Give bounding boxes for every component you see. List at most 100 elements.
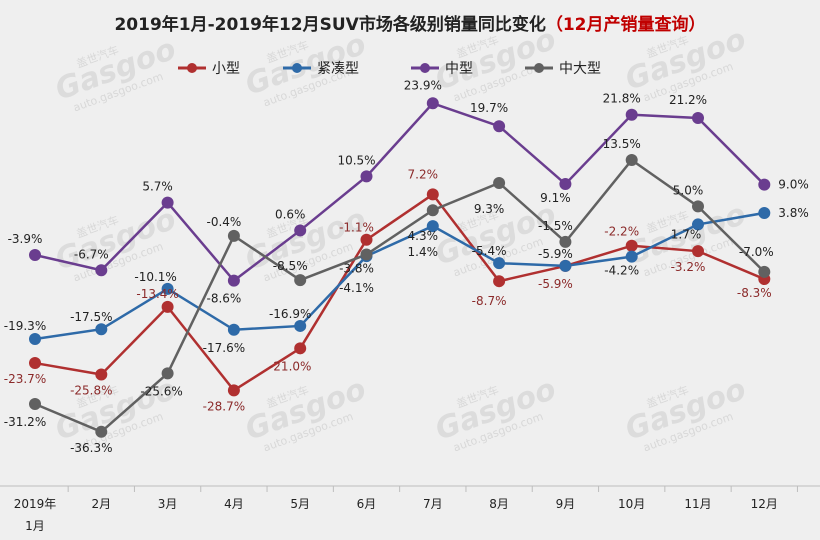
data-label: -8.6% — [206, 292, 241, 306]
data-point — [161, 196, 174, 209]
data-label: -4.2% — [604, 264, 639, 278]
data-label: 1.7% — [671, 227, 702, 241]
data-label: -6.7% — [74, 247, 109, 261]
data-point — [360, 170, 373, 183]
data-label: -19.3% — [4, 319, 46, 333]
legend-swatch-marker — [420, 63, 430, 73]
data-label: -2.2% — [604, 225, 639, 239]
data-point — [493, 257, 506, 270]
data-label: 19.7% — [470, 101, 508, 115]
data-label: -21.0% — [269, 359, 311, 373]
data-label: -13.4% — [136, 287, 178, 301]
data-point — [493, 275, 506, 288]
data-point — [625, 154, 638, 167]
legend-label: 小型 — [212, 61, 240, 77]
data-point — [227, 384, 240, 397]
data-point — [493, 120, 506, 133]
legend-item-1: 小型 — [178, 61, 240, 77]
data-point — [758, 178, 771, 191]
data-label: -10.1% — [134, 270, 176, 284]
data-point — [227, 274, 240, 287]
x-tick-label: 12月 — [751, 497, 778, 511]
data-point — [692, 112, 704, 125]
data-label: -0.4% — [206, 215, 241, 229]
data-point — [559, 259, 572, 272]
data-point — [692, 218, 704, 231]
data-point — [426, 97, 439, 110]
data-point — [294, 274, 307, 287]
data-label: 21.8% — [603, 92, 641, 106]
data-label: -25.8% — [70, 384, 112, 398]
data-label: 21.2% — [669, 93, 707, 107]
data-label: 5.7% — [142, 180, 173, 194]
data-label: 10.5% — [337, 153, 375, 167]
data-label: -1.5% — [538, 219, 573, 233]
x-axis-ticks: 2019年 1月 2月 3月 4月 5月 6月 7月 8月 9月 10月 11月 12月 — [14, 486, 798, 533]
data-point — [95, 425, 108, 438]
data-point — [426, 220, 439, 233]
chart-title-sub: （12月产销量查询） — [546, 14, 706, 35]
data-point — [29, 333, 41, 346]
legend-label: 紧凑型 — [317, 60, 359, 77]
series-labels: -23.7% -25.8% -13.4% -28.7% -21.0% -1.1% 7.2% -… — [4, 78, 809, 455]
x-tick-label: 10月 — [618, 497, 645, 511]
x-tick-label: 5月 — [290, 497, 310, 511]
data-label: 23.9% — [404, 78, 442, 92]
chart-title: 2019年1月-2019年12月SUV市场各级别销量同比变化（12月产销量查询） — [114, 14, 705, 35]
data-label: 1.4% — [408, 245, 439, 259]
data-label: 4.3% — [408, 229, 439, 243]
data-point — [95, 264, 108, 277]
legend-swatch-marker — [187, 63, 197, 73]
data-label: -3.2% — [671, 260, 706, 274]
legend-label: 中大型 — [559, 61, 601, 77]
data-point — [29, 248, 41, 261]
legend-label: 中型 — [445, 61, 473, 77]
chart-title-main: 2019年1月-2019年12月SUV市场各级别销量同比变化 — [114, 14, 545, 35]
series-line-4 — [34, 158, 766, 434]
data-label: -8.3% — [737, 286, 772, 300]
x-tick-label: 9月 — [556, 497, 576, 511]
legend-swatch-marker — [292, 63, 302, 73]
series-points — [29, 97, 771, 438]
data-label: -28.7% — [203, 399, 245, 413]
data-point — [29, 357, 41, 370]
data-point — [294, 342, 307, 355]
data-point — [227, 323, 240, 336]
data-point — [559, 178, 572, 191]
data-point — [426, 188, 439, 201]
data-point — [29, 397, 41, 410]
series-line-3 — [34, 101, 766, 283]
data-point — [360, 248, 373, 261]
data-point — [692, 200, 704, 213]
x-tick-label: 4月 — [224, 497, 244, 511]
x-tick-label: 11月 — [684, 497, 711, 511]
data-point — [161, 282, 174, 295]
data-point — [758, 265, 771, 278]
data-label: 0.6% — [275, 207, 306, 221]
data-point — [95, 323, 108, 336]
data-label: 5.0% — [673, 183, 704, 197]
data-label: -5.4% — [472, 244, 507, 258]
data-label: 3.8% — [778, 206, 809, 220]
data-label: -5.9% — [538, 247, 573, 261]
data-label: -5.9% — [538, 277, 573, 291]
data-point — [625, 250, 638, 263]
data-label: -8.7% — [472, 294, 507, 308]
x-tick-label: 8月 — [489, 497, 509, 511]
data-label: -3.9% — [8, 232, 43, 246]
x-tick-label: 7月 — [423, 497, 443, 511]
data-label: -31.2% — [4, 415, 46, 429]
data-label: -25.6% — [140, 384, 182, 398]
data-point — [294, 224, 307, 237]
data-point — [294, 319, 307, 332]
data-label: -23.7% — [4, 372, 46, 386]
data-point — [161, 300, 174, 313]
data-label: 13.5% — [603, 137, 641, 151]
data-point — [95, 368, 108, 381]
data-label: -7.0% — [739, 245, 774, 259]
series-line-1 — [34, 192, 765, 392]
